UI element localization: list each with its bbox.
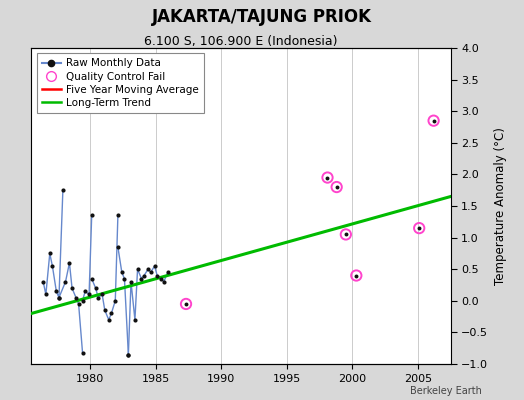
Point bbox=[163, 269, 172, 276]
Point bbox=[131, 316, 139, 323]
Point bbox=[111, 298, 119, 304]
Point bbox=[153, 272, 161, 279]
Y-axis label: Temperature Anomaly (°C): Temperature Anomaly (°C) bbox=[494, 127, 507, 285]
Point bbox=[137, 276, 146, 282]
Title: 6.100 S, 106.900 E (Indonesia): 6.100 S, 106.900 E (Indonesia) bbox=[144, 35, 338, 48]
Point bbox=[182, 301, 190, 307]
Point bbox=[74, 301, 83, 307]
Point bbox=[133, 266, 141, 272]
Point bbox=[72, 294, 80, 301]
Point bbox=[88, 276, 96, 282]
Point bbox=[39, 279, 47, 285]
Point bbox=[124, 351, 133, 358]
Point bbox=[66, 260, 74, 266]
Point bbox=[332, 184, 341, 190]
Point bbox=[182, 301, 190, 307]
Point bbox=[159, 279, 168, 285]
Point bbox=[352, 272, 361, 279]
Point bbox=[120, 276, 128, 282]
Point bbox=[150, 263, 159, 269]
Point bbox=[430, 118, 438, 124]
Point bbox=[124, 351, 133, 358]
Point bbox=[85, 291, 93, 298]
Point bbox=[430, 118, 438, 124]
Point bbox=[81, 288, 89, 294]
Point bbox=[54, 294, 63, 301]
Point bbox=[146, 269, 155, 276]
Point bbox=[52, 288, 60, 294]
Point bbox=[46, 250, 54, 257]
Point bbox=[78, 298, 86, 304]
Point bbox=[104, 316, 113, 323]
Point bbox=[41, 291, 50, 298]
Point bbox=[61, 279, 70, 285]
Point bbox=[92, 285, 100, 291]
Point bbox=[342, 231, 350, 238]
Point bbox=[127, 279, 135, 285]
Point bbox=[94, 294, 102, 301]
Point bbox=[140, 272, 148, 279]
Point bbox=[157, 276, 166, 282]
Point bbox=[352, 272, 361, 279]
Point bbox=[342, 231, 350, 238]
Point bbox=[332, 184, 341, 190]
Point bbox=[48, 263, 57, 269]
Point bbox=[117, 269, 126, 276]
Point bbox=[54, 294, 63, 301]
Point bbox=[107, 310, 115, 317]
Point bbox=[78, 350, 86, 356]
Point bbox=[101, 307, 109, 314]
Text: JAKARTA/TAJUNG PRIOK: JAKARTA/TAJUNG PRIOK bbox=[152, 8, 372, 26]
Point bbox=[98, 291, 106, 298]
Point bbox=[144, 266, 152, 272]
Point bbox=[68, 285, 76, 291]
Point bbox=[59, 187, 67, 193]
Point bbox=[88, 212, 96, 219]
Legend: Raw Monthly Data, Quality Control Fail, Five Year Moving Average, Long-Term Tren: Raw Monthly Data, Quality Control Fail, … bbox=[37, 53, 204, 113]
Point bbox=[323, 174, 332, 181]
Point bbox=[415, 225, 423, 231]
Point bbox=[415, 225, 423, 231]
Point bbox=[114, 212, 122, 219]
Point bbox=[114, 244, 122, 250]
Point bbox=[323, 174, 332, 181]
Text: Berkeley Earth: Berkeley Earth bbox=[410, 386, 482, 396]
